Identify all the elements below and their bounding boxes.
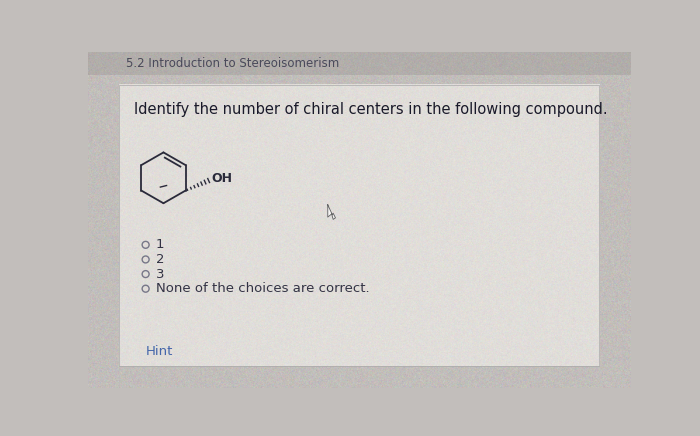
Text: Identify the number of chiral centers in the following compound.: Identify the number of chiral centers in… [134,102,608,117]
Text: 2: 2 [155,253,164,266]
Text: 5.2 Introduction to Stereoisomerism: 5.2 Introduction to Stereoisomerism [126,58,340,70]
Text: Hint: Hint [146,345,173,358]
Polygon shape [328,205,335,219]
Text: None of the choices are correct.: None of the choices are correct. [155,282,370,295]
Text: OH: OH [211,172,232,185]
Text: 3: 3 [155,268,164,281]
Text: 1: 1 [155,238,164,251]
